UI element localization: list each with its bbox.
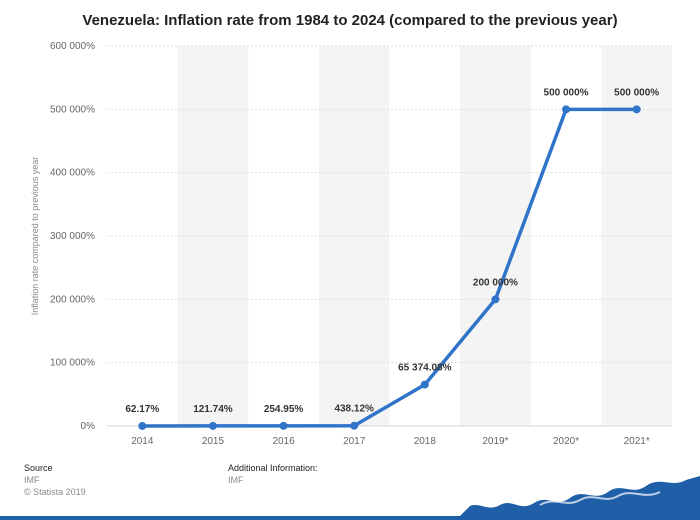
x-tick-label: 2014 [131,436,154,447]
x-axis-ticks: 2014 2015 2016 2017 2018 2019* 2020* 2021* [131,436,650,447]
data-label: 500 000% [614,87,659,98]
data-point [350,421,359,430]
y-tick-label: 500 000% [50,104,95,115]
series-line [140,107,639,428]
chart-title: Venezuela: Inflation rate from 1984 to 2… [82,12,618,29]
source-value: IMF [24,475,40,485]
x-tick-label: 2017 [343,436,366,447]
additional-info-value: IMF [228,475,244,485]
series-line-group [140,107,639,428]
x-tick-label: 2020* [553,436,579,447]
data-point [208,421,217,430]
y-axis-ticks: 0% 100 000% 200 000% 300 000% 400 000% 500 00… [50,41,95,432]
x-tick-label: 2019* [482,436,508,447]
y-tick-label: 300 000% [50,231,95,242]
data-point [562,105,571,114]
data-label: 65 374.08% [398,363,451,374]
data-label: 121.74% [193,404,233,415]
data-label: 200 000% [473,277,518,288]
data-label: 500 000% [544,87,589,98]
y-tick-label: 400 000% [50,168,95,179]
x-tick-label: 2018 [414,436,437,447]
data-point [420,380,429,389]
column-band [318,46,390,426]
data-label: 254.95% [264,404,304,415]
y-axis-label: Inflation rate compared to previous year [30,157,40,316]
x-tick-label: 2015 [202,436,225,447]
data-point [138,421,147,430]
data-point [491,295,500,304]
y-tick-label: 100 000% [50,358,95,369]
data-point [632,105,641,114]
source-label: Source [24,463,53,473]
y-tick-label: 0% [81,421,96,432]
data-label: 62.17% [125,404,159,415]
data-point [279,421,288,430]
data-label: 438.12% [334,404,374,415]
x-tick-label: 2016 [272,436,295,447]
bottom-bar [0,516,700,520]
footer-additional: Additional Information: IMF [228,462,318,486]
wave-highlight [539,491,661,506]
wave-shape [456,476,700,520]
line-chart: 0% 100 000% 200 000% 300 000% 400 000% 500 00… [30,41,672,447]
additional-info-label: Additional Information: [228,463,318,473]
x-tick-label: 2021* [624,436,650,447]
data-points [138,105,641,430]
copyright: © Statista 2019 [24,487,86,497]
y-tick-label: 600 000% [50,41,95,52]
y-tick-label: 200 000% [50,294,95,305]
footer-source: Source IMF © Statista 2019 [24,462,86,498]
data-labels: 62.17% 121.74% 254.95% 438.12% 65 374.08% 200… [125,87,659,415]
